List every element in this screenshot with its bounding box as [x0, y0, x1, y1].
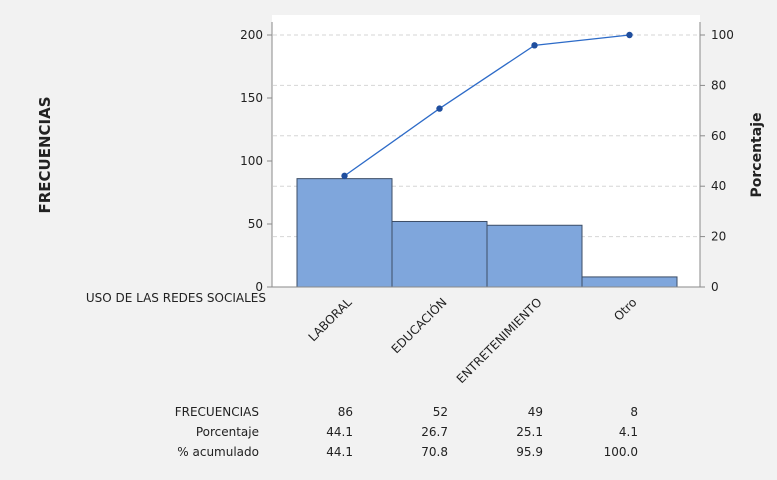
right-tick-label: 40 [711, 179, 726, 193]
cumulative-point [341, 172, 348, 180]
x-axis-label: USO DE LAS REDES SOCIALES [86, 291, 266, 305]
left-tick-label: 50 [248, 217, 263, 231]
right-tick-label: 0 [711, 280, 719, 294]
cumulative-line [344, 34, 630, 177]
category-label: EDUCACIÓN [388, 295, 450, 357]
table-row-label: % acumulado [177, 445, 259, 459]
table-row-label: FRECUENCIAS [175, 405, 259, 419]
right-tick-label: 80 [711, 78, 726, 92]
cumulative-point [531, 42, 538, 49]
table-cell: 26.7 [421, 425, 448, 439]
bar-2 [391, 220, 488, 288]
left-tick-label: 150 [240, 91, 263, 105]
right-tick-label: 60 [711, 129, 726, 143]
table-cell: 44.1 [326, 425, 353, 439]
axes [271, 22, 701, 288]
category-label: ENTRETENIMIENTO [454, 295, 545, 386]
left-tick-label: 200 [240, 28, 263, 42]
cumulative-point [436, 105, 443, 112]
bars [296, 178, 678, 288]
category-label: LABORAL [306, 295, 355, 344]
table-cell: 52 [433, 405, 448, 419]
table-cell: 25.1 [516, 425, 543, 439]
table-cell: 95.9 [516, 445, 543, 459]
table-cell: 70.8 [421, 445, 448, 459]
right-tick-label: 20 [711, 230, 726, 244]
table-cell: 44.1 [326, 445, 353, 459]
category-label: Otro [611, 295, 639, 323]
summary-table: FRECUENCIAS 86 52 49 8 Porcentaje 44.1 26.7 25.1… [175, 405, 638, 459]
right-tick-label: 100 [711, 28, 734, 42]
table-cell: 8 [630, 405, 638, 419]
y-axis-label: FRECUENCIAS [36, 96, 54, 213]
table-cell: 100.0 [604, 445, 638, 459]
table-row-label: Porcentaje [196, 425, 259, 439]
table-cell: 49 [528, 405, 543, 419]
table-cell: 4.1 [619, 425, 638, 439]
left-tick-label: 100 [240, 154, 263, 168]
left-tick-label: 0 [255, 280, 263, 294]
bar-4 [581, 276, 678, 288]
cumulative-point [626, 31, 633, 39]
y2-axis-label: Porcentaje [749, 113, 765, 198]
bar-1 [296, 178, 393, 288]
table-cell: 86 [338, 405, 353, 419]
bar-3 [486, 224, 583, 288]
cumulative-line-layer [341, 31, 633, 180]
